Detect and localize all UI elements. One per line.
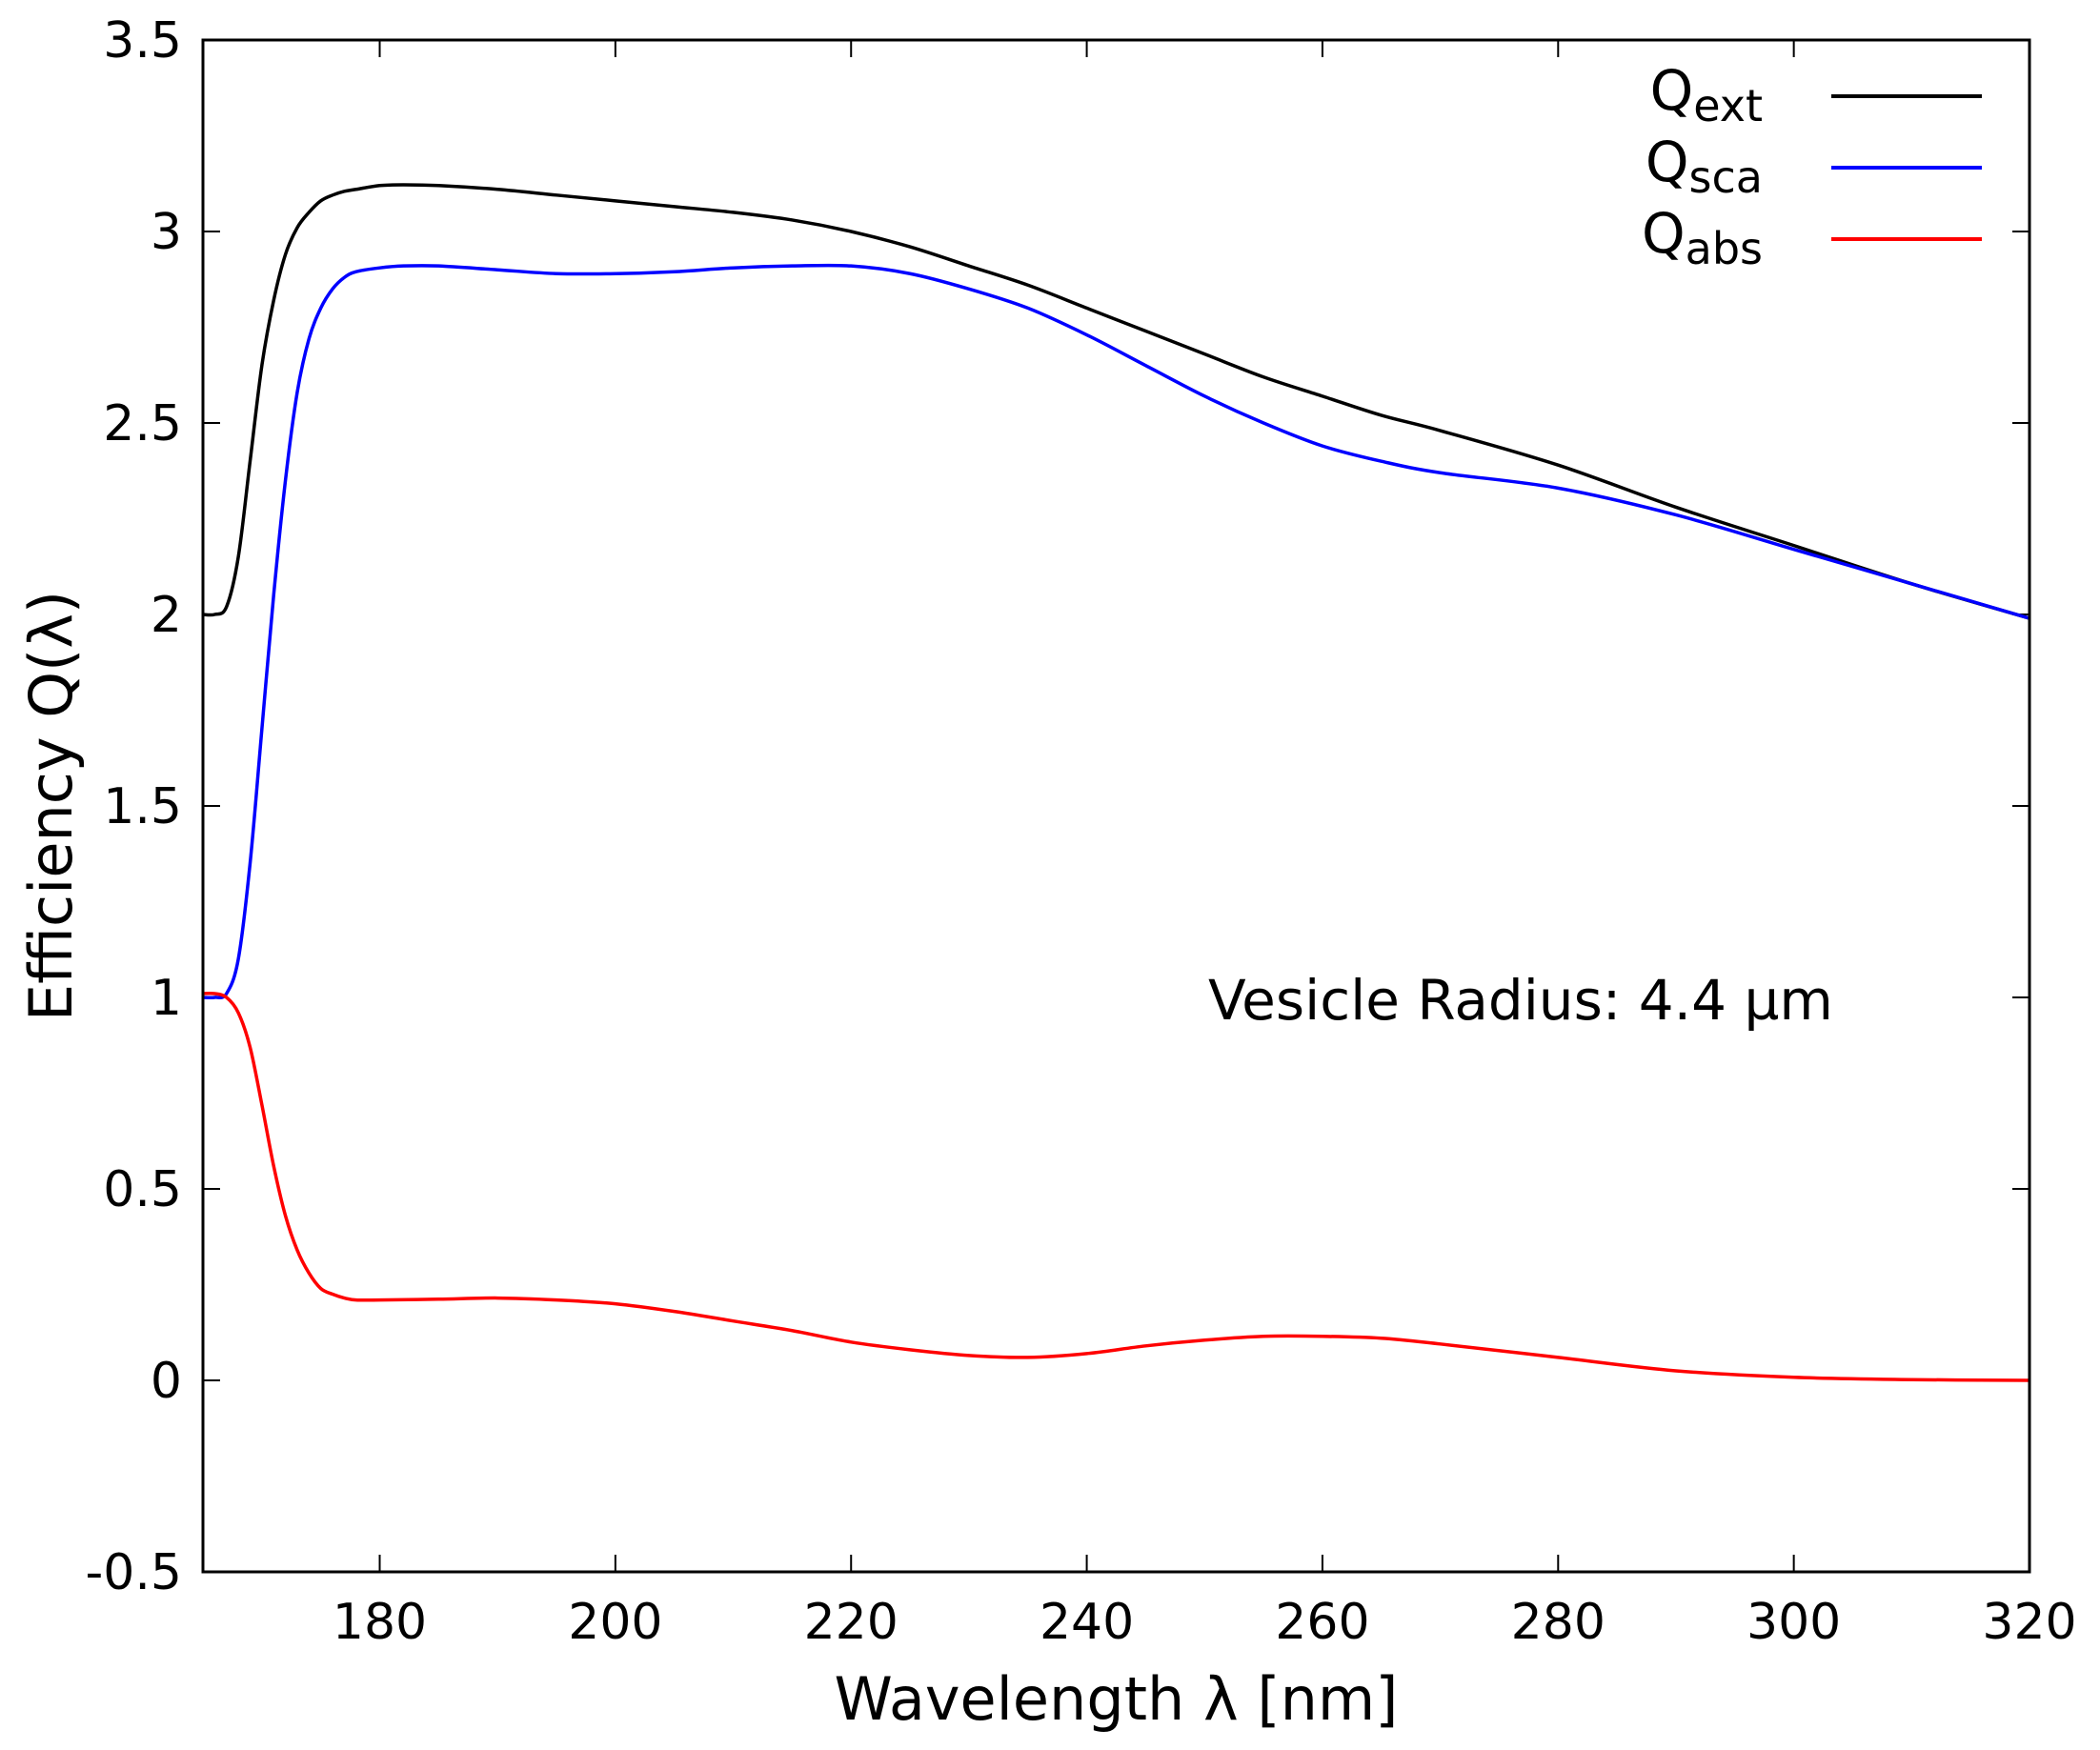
- y-tick-label: 1.5: [103, 778, 182, 835]
- legend-subscript-ext: ext: [1693, 80, 1763, 131]
- series-line-abs: [202, 991, 2030, 1382]
- y-axis-title: Efficiency Q(λ): [16, 591, 86, 1021]
- x-tick-label: 200: [568, 1594, 662, 1651]
- legend-subscript-abs: abs: [1686, 223, 1763, 274]
- x-tick-label: 300: [1747, 1594, 1841, 1651]
- series-line-sca: [202, 263, 2030, 1000]
- y-tick-label: 2: [151, 587, 182, 644]
- x-tick-label: 260: [1275, 1594, 1369, 1651]
- legend-name-abs: Q: [1642, 201, 1686, 266]
- series-layer: [202, 183, 2030, 1382]
- x-tick-label: 280: [1511, 1594, 1605, 1651]
- legend: Qext Qsca Qabs: [1642, 58, 1982, 274]
- y-tick-label: 0: [151, 1353, 182, 1410]
- x-axis-title: Wavelength λ [nm]: [835, 1664, 1399, 1734]
- plot-frame: [201, 38, 2031, 1574]
- legend-entry-ext: Qext: [1650, 58, 1982, 131]
- y-tick-label: 3: [151, 204, 182, 261]
- y-tick-label: 3.5: [103, 12, 182, 70]
- legend-name-ext: Q: [1650, 58, 1694, 123]
- x-tick-label: 240: [1040, 1594, 1134, 1651]
- y-tick-label: 1: [151, 970, 182, 1027]
- legend-subscript-sca: sca: [1689, 151, 1763, 203]
- legend-label-ext: Qext: [1650, 58, 1763, 131]
- legend-label-sca: Qsca: [1646, 130, 1763, 203]
- y-tick-label: -0.5: [86, 1544, 182, 1601]
- legend-name-sca: Q: [1646, 130, 1689, 194]
- y-tick-label: 2.5: [103, 395, 182, 453]
- legend-entry-abs: Qabs: [1642, 201, 1982, 274]
- x-tick-label: 220: [804, 1594, 899, 1651]
- vesicle-radius-annotation: Vesicle Radius: 4.4 µm: [1208, 968, 1833, 1033]
- series-line-ext: [202, 183, 2030, 620]
- x-tick-label: 320: [1982, 1594, 2076, 1651]
- y-tick-label: 0.5: [103, 1161, 182, 1218]
- legend-label-abs: Qabs: [1642, 201, 1763, 274]
- tick-labels-layer: 180 200 220 240 260 280 300 320 -0.5 0 0.5 1 1.5 2 2.5…: [86, 12, 2077, 1651]
- x-tick-label: 180: [333, 1594, 427, 1651]
- legend-entry-sca: Qsca: [1646, 130, 1982, 203]
